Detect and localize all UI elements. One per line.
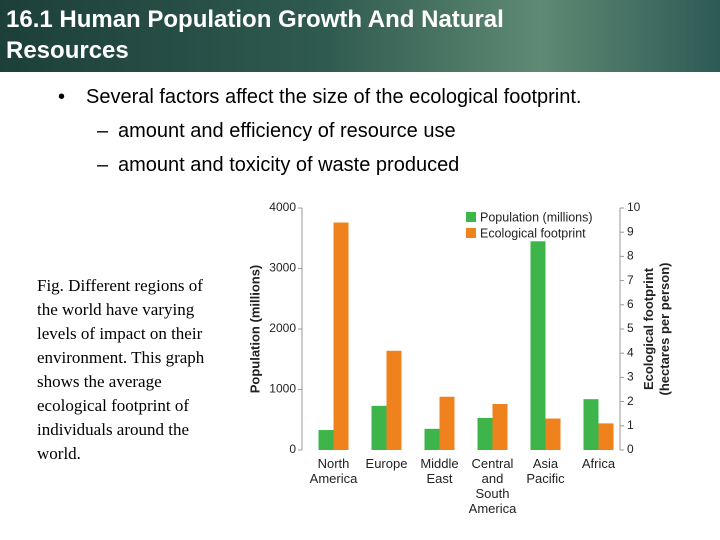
y-tick-label: 1000 (269, 382, 296, 396)
sub-bullet: amount and efficiency of resource use (118, 120, 456, 142)
bar (583, 399, 599, 450)
x-tick-label: Africa (582, 456, 616, 471)
x-tick-label: Central and South America (469, 456, 517, 516)
y2-tick-label: 10 (627, 200, 641, 214)
bar (477, 417, 493, 450)
title-bar (0, 0, 720, 72)
legend-swatch (466, 228, 476, 238)
bar (492, 404, 508, 450)
slide-title: 16.1 Human Population Growth And Natural… (6, 6, 504, 64)
x-tick-label: Asia Pacific (526, 456, 565, 486)
dash: – (97, 154, 109, 176)
y-tick-label: 2000 (269, 321, 296, 335)
y2-tick-label: 6 (627, 297, 634, 311)
sub-bullet: amount and toxicity of waste produced (118, 154, 460, 176)
legend-label: Ecological footprint (480, 226, 586, 240)
x-tick-label: Europe (366, 456, 408, 471)
y2-tick-label: 1 (627, 418, 634, 432)
y2-tick-label: 5 (627, 321, 634, 335)
y2-tick-label: 3 (627, 370, 634, 384)
bullet: Several factors affect the size of the e… (86, 86, 582, 108)
y2-tick-label: 8 (627, 249, 634, 263)
x-tick-label: North America (310, 456, 358, 486)
y2-tick-label: 7 (627, 273, 634, 287)
bar (545, 418, 561, 450)
y-axis-label: Population (millions) (247, 265, 262, 394)
bar (386, 350, 402, 450)
y2-tick-label: 2 (627, 394, 634, 408)
y2-axis-label: Ecological footprint(hectares per person… (641, 263, 672, 396)
bar (424, 428, 440, 450)
dash: – (97, 120, 109, 142)
bar (318, 430, 334, 450)
y-tick-label: 4000 (269, 200, 296, 214)
bullet-dot: • (58, 86, 66, 108)
y-tick-label: 0 (289, 442, 296, 456)
y2-tick-label: 0 (627, 442, 634, 456)
y2-tick-label: 4 (627, 345, 634, 359)
bar (439, 396, 455, 450)
bar (598, 423, 614, 450)
legend-swatch (466, 212, 476, 222)
y-tick-label: 3000 (269, 261, 296, 275)
caption: Fig. Different regions of the world have… (37, 276, 205, 463)
legend-label: Population (millions) (480, 210, 593, 224)
y2-tick-label: 9 (627, 224, 634, 238)
bar (371, 405, 387, 450)
bar (530, 241, 546, 450)
x-tick-label: Middle East (420, 456, 458, 486)
bar (333, 222, 349, 450)
